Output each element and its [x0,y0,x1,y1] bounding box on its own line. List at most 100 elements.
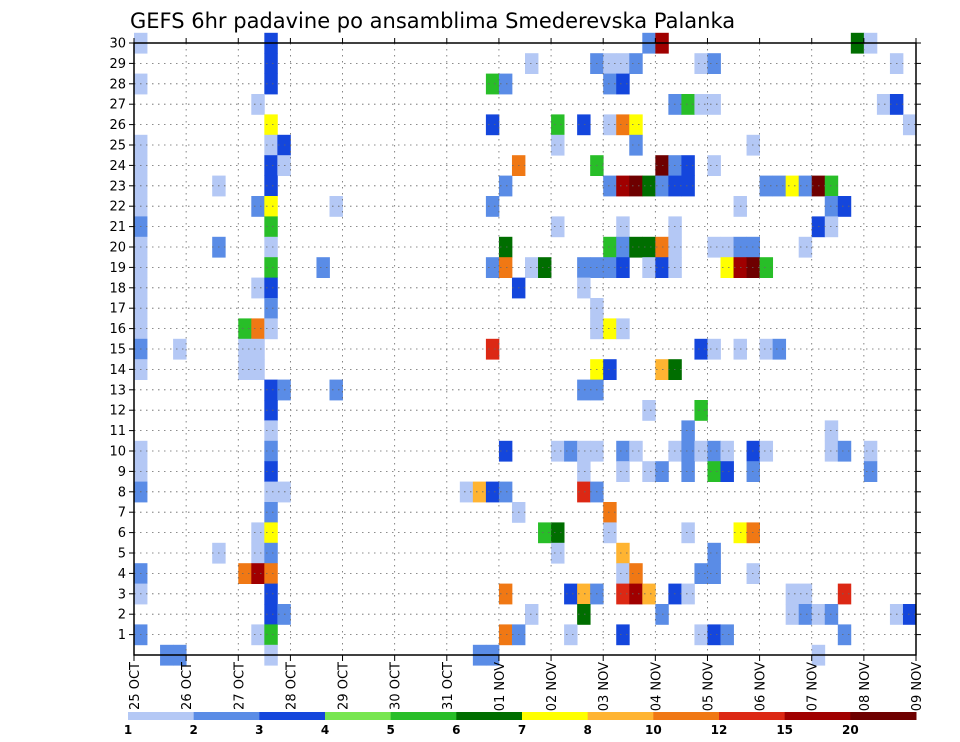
heatmap-cell [264,420,278,442]
heatmap-cell [629,236,643,258]
heatmap-cell [707,563,721,584]
heatmap-cell [876,94,891,115]
heatmap-cell [538,522,552,544]
heatmap-cell [329,196,343,217]
heatmap-cell [694,53,708,74]
heatmap-cell [629,134,643,156]
heatmap-cell [264,400,278,421]
heatmap-cell [720,624,734,646]
heatmap-cell [329,379,343,401]
heatmap-cell [264,114,278,136]
heatmap-cell [577,604,591,625]
heatmap-cell [173,338,187,360]
heatmap-cell [707,236,721,258]
heatmap-cell [837,624,852,646]
heatmap-cell [707,624,721,646]
legend-label: 2 [189,723,197,737]
heatmap-cell [577,379,591,401]
heatmap-cell [577,277,591,299]
y-tick-label: 17 [109,302,126,317]
heatmap-cell [837,583,852,605]
heatmap-cell [694,94,708,115]
heatmap-cell [551,134,565,156]
y-tick-label: 1 [118,628,126,643]
heatmap-cell [642,400,656,421]
heatmap-cell [681,420,695,442]
heatmap-cell [772,338,787,360]
heatmap-cell [642,583,656,605]
heatmap-cell [616,624,630,646]
heatmap-cell [577,114,591,136]
y-tick-label: 18 [109,281,126,296]
legend-swatch [719,712,786,720]
y-tick-label: 4 [118,567,126,582]
heatmap-cell [264,604,278,625]
heatmap-cell [616,216,630,238]
x-tick-label: 25 OCT [128,662,143,710]
x-tick-label: 04 NOV [649,662,664,711]
heatmap-cell [902,114,917,136]
y-tick-label: 16 [109,322,126,337]
heatmap-cell [577,583,591,605]
heatmap-cell [863,461,878,482]
y-tick-label: 14 [109,363,126,378]
heatmap-cell [785,583,800,605]
heatmap-cell [498,440,513,462]
legend-label: 8 [583,723,591,737]
heatmap-cell [629,53,643,74]
heatmap-cell [629,175,643,197]
legend-swatch [259,712,326,720]
heatmap-cell [694,440,708,462]
heatmap-cell [603,236,617,258]
heatmap-cell [759,338,774,360]
heatmap-cell [316,257,330,278]
y-tick-label: 2 [118,608,126,623]
y-tick-label: 3 [118,587,126,602]
x-tick-label: 01 NOV [493,662,508,711]
heatmap-cell [798,604,813,625]
legend-swatch [850,712,917,720]
heatmap-cell [251,277,265,299]
y-tick-label: 10 [109,445,126,460]
heatmap-cell [642,257,656,278]
heatmap-cell [551,522,565,544]
legend-swatch [653,712,720,720]
heatmap-cell [264,216,278,238]
y-axis: 1234567891011121314151617181920212223242… [109,37,921,643]
legend-swatch [784,712,851,720]
heatmap-cell [603,318,617,340]
heatmap-cell [459,481,474,503]
heatmap-cell [603,502,617,523]
heatmap-cells [134,32,917,666]
legend-swatch [390,712,457,720]
heatmap-cell [603,114,617,136]
x-axis: 25 OCT 26 OCT 27 OCT 28 OCT 29 OCT 30 OCT 31 O… [128,38,925,711]
legend-label: 3 [255,723,263,737]
heatmap-cell [264,236,278,258]
x-tick-label: 05 NOV [701,662,716,711]
y-tick-label: 28 [109,77,126,92]
heatmap-cell [238,359,252,380]
heatmap-cell [616,461,630,482]
heatmap-cell [251,522,265,544]
heatmap-cell [264,440,278,462]
heatmap-cell [251,94,265,115]
legend-label: 1 [124,723,132,737]
heatmap-cell [264,563,278,584]
heatmap-cell [681,155,695,176]
heatmap-cell [577,440,591,462]
y-tick-label: 11 [109,424,126,439]
heatmap-cell [485,481,500,503]
x-tick-label: 27 OCT [232,662,247,710]
heatmap-cell [264,461,278,482]
heatmap-cell [798,236,813,258]
heatmap-cell [264,175,278,197]
heatmap-cell [498,257,513,278]
y-tick-label: 24 [109,159,126,174]
heatmap-cell [264,624,278,646]
heatmap-cell [538,257,552,278]
legend-label: 10 [645,723,662,737]
y-tick-label: 15 [109,343,126,358]
heatmap-cell [485,114,500,136]
